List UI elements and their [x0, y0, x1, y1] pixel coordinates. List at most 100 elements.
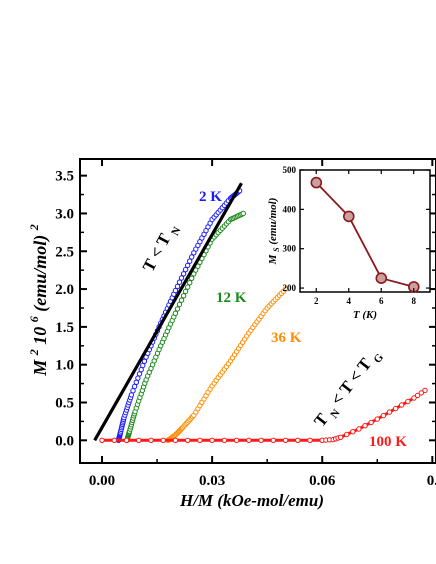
series-100k-point: [399, 402, 405, 408]
series-12k-point: [185, 284, 191, 290]
inset-chart: 200 300 400 500 2 4 6 8 T (K) M S (emu/mol): [267, 165, 431, 321]
inset-x-axis-label: T (K): [353, 309, 377, 321]
label-36k: 36 K: [271, 330, 302, 346]
inset-series-line: [315, 181, 415, 288]
series-100k-point: [392, 405, 399, 412]
series-12k-point: [240, 210, 247, 217]
series-12k-point: [172, 310, 179, 316]
annotation-t-below-tn: T < T N: [139, 220, 184, 277]
series-100k-point: [295, 437, 301, 443]
label-12k: 12 K: [216, 290, 247, 306]
inset-y-axis-label: M S (emu/mol): [267, 198, 282, 266]
main-y-label-tail: (emu/mol): [30, 235, 51, 312]
inset-y-tick-label: 300: [283, 244, 297, 254]
series-100k-point: [221, 437, 228, 443]
series-12k-line: [125, 212, 244, 441]
series-100k-point: [185, 437, 191, 443]
main-y-tick-label: 0.5: [55, 396, 74, 412]
inset-data-point: [375, 272, 388, 285]
main-x-axis: 0.00 0.03 0.06 0.: [89, 159, 436, 489]
annotation-tn-t-tg-s2: G: [371, 351, 386, 365]
main-y-label-sup2: 6: [27, 316, 41, 322]
annotation-tn-t-tg-t2: < T < T: [327, 354, 376, 409]
inset-y-tick-label: 400: [283, 204, 297, 214]
label-100k: 100 K: [369, 434, 407, 450]
series-100k-point: [362, 423, 368, 429]
series-12k-point: [176, 301, 183, 308]
inset-y-label-tail: (emu/mol): [267, 198, 279, 245]
series-12k-point: [187, 280, 193, 286]
inset-y-axis: 200 300 400 500: [283, 165, 430, 293]
inset-data-point: [310, 176, 323, 189]
annotation-tn-t-tg-s1: N: [328, 407, 342, 421]
series-100k-point: [246, 437, 252, 443]
series-100k-point: [422, 387, 428, 394]
series-2k-point: [189, 254, 195, 260]
main-y-axis-label: M 2 10 6 (emu/mol) 2: [22, 224, 51, 377]
annotation-t-below-tn-sub: N: [169, 225, 183, 238]
series-100k-point: [350, 429, 356, 435]
annotation-t-below-tn-main: T < T: [139, 230, 175, 275]
series-100k-point: [414, 392, 421, 399]
series-2k-point: [174, 283, 181, 290]
series-100k-point: [344, 431, 350, 438]
inset-x-tick-label: 8: [412, 296, 417, 306]
inset-y-tick-label: 200: [283, 283, 297, 293]
main-x-tick-label: 0.: [427, 473, 436, 489]
series-2k-point: [178, 275, 185, 281]
series-100k-point: [172, 437, 179, 443]
series-12k-point: [174, 306, 181, 312]
series-2k-point: [182, 266, 189, 273]
series-100k-point: [337, 434, 344, 440]
series-100k-point: [380, 412, 387, 419]
series-100k-point: [148, 437, 154, 443]
main-y-label-sup1: 2: [27, 349, 41, 356]
main-y-label-mid: 10: [30, 327, 50, 345]
inset-plot-frame: [299, 169, 431, 293]
series-12k-point: [189, 275, 195, 281]
inset-y-label-sub: S: [272, 247, 281, 252]
main-y-label-sup3: 2: [27, 224, 41, 231]
series-100k-point: [368, 419, 374, 426]
inset-x-tick-label: 2: [314, 296, 319, 306]
main-y-tick-label: 2.5: [55, 244, 74, 260]
series-12k-point: [182, 288, 189, 295]
series-2k-point: [187, 258, 193, 264]
main-y-axis: 0.0 0.5 1.0 1.5 2.0 2.5 3.0 3.5: [55, 169, 436, 449]
series-100k-point: [233, 437, 240, 443]
series-100k-line: [102, 389, 426, 442]
series-100k-point: [405, 398, 411, 405]
main-x-tick-label: 0.00: [89, 473, 115, 489]
series-linear-fit-line: [93, 182, 243, 442]
series-100k-point: [99, 437, 105, 443]
series-100k-point: [136, 437, 142, 443]
series-2k-point: [176, 279, 183, 285]
series-100k-point: [356, 426, 362, 432]
series-100k-point: [111, 437, 118, 443]
series-100k-point: [411, 395, 417, 401]
main-y-label-m: M: [30, 359, 50, 377]
inset-y-tick-label: 500: [283, 165, 297, 175]
main-series-layer: [93, 182, 428, 443]
series-100k-point: [374, 416, 380, 422]
series-100k-point: [209, 437, 215, 443]
label-2k: 2 K: [199, 189, 222, 205]
inset-x-tick-label: 4: [347, 296, 352, 306]
main-y-tick-label: 1.0: [55, 358, 74, 374]
main-y-tick-label: 0.0: [55, 433, 74, 449]
series-100k-point: [282, 437, 289, 443]
series-2k-point: [185, 262, 191, 269]
series-2k-point: [172, 287, 179, 294]
main-x-tick-label: 0.03: [199, 473, 225, 489]
series-12k-point: [180, 293, 187, 299]
series-100k-point: [197, 437, 203, 443]
inset-series-layer: [310, 176, 420, 293]
series-100k-point: [160, 437, 166, 443]
series-100k-point: [123, 437, 130, 443]
main-plot-frame: [79, 158, 436, 464]
series-100k-point: [258, 437, 264, 443]
main-y-tick-label: 1.5: [55, 320, 74, 336]
main-y-tick-label: 2.0: [55, 282, 74, 298]
main-x-axis-label: H/M (kOe-mol/emu): [179, 491, 324, 510]
